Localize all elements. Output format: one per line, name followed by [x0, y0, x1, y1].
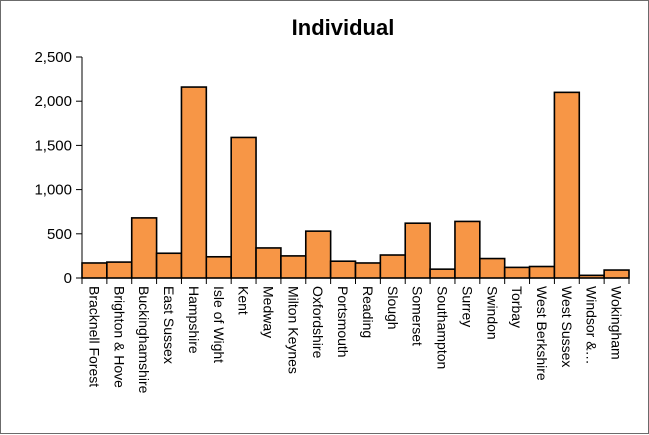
bar: [106, 261, 133, 279]
bar: [379, 254, 407, 279]
category-label: Brighton & Hove: [111, 286, 127, 388]
category-label: West Berkshire: [534, 286, 550, 381]
category-label: Oxfordshire: [310, 286, 326, 359]
category-label: Southampton: [435, 286, 451, 369]
category-label: Windsor &…: [584, 286, 600, 365]
category-label: Bracknell Forest: [86, 286, 102, 387]
bar: [603, 269, 630, 279]
y-tick-label: 1,500: [34, 137, 72, 154]
category-label: Somerset: [410, 286, 426, 346]
bar: [255, 247, 282, 279]
bar: [528, 265, 556, 279]
y-tick-label: 1,000: [34, 182, 72, 199]
bar: [354, 262, 382, 279]
bar: [81, 262, 108, 279]
axes: [81, 57, 630, 284]
bar: [479, 257, 506, 279]
category-label: Torbay: [509, 286, 525, 328]
category-label: Hampshire: [186, 286, 202, 354]
y-tick-label: 0: [64, 270, 72, 287]
category-label: Milton Keynes: [285, 286, 301, 374]
bar: [503, 266, 531, 279]
category-label: Slough: [385, 286, 401, 330]
category-label: Surrey: [459, 286, 475, 327]
bar: [180, 86, 208, 279]
category-label: Kent: [236, 286, 252, 315]
category-labels: Bracknell Forest Brighton & Hove Buckingha…: [86, 286, 624, 394]
bar: [280, 255, 307, 279]
category-label: Medway: [260, 286, 276, 338]
y-tick-label: 500: [47, 226, 72, 243]
category-label: Reading: [360, 286, 376, 338]
category-label: Portsmouth: [335, 286, 351, 358]
chart-title: Individual: [292, 15, 395, 40]
y-tick-label: 2,500: [34, 49, 72, 66]
category-label: East Sussex: [161, 286, 177, 364]
bar: [205, 255, 232, 279]
bar: [304, 230, 332, 279]
category-label: Isle of Wight: [211, 286, 227, 363]
bar: [329, 260, 357, 279]
bars: [81, 86, 630, 279]
bar: [429, 268, 456, 279]
y-axis-ticks: 0 500 1,000 1,500 2,000 2,500: [34, 49, 82, 287]
bar: [155, 252, 183, 279]
category-label: West Sussex: [559, 286, 575, 367]
bar: [454, 220, 481, 279]
bar: [553, 91, 581, 279]
bar: [404, 222, 431, 279]
category-label: Wokingham: [609, 286, 625, 360]
category-label: Buckinghamshire: [136, 286, 152, 394]
bar: [130, 217, 158, 279]
bar: [230, 136, 257, 279]
y-tick-label: 2,000: [34, 93, 72, 110]
category-label: Swindon: [484, 286, 500, 340]
